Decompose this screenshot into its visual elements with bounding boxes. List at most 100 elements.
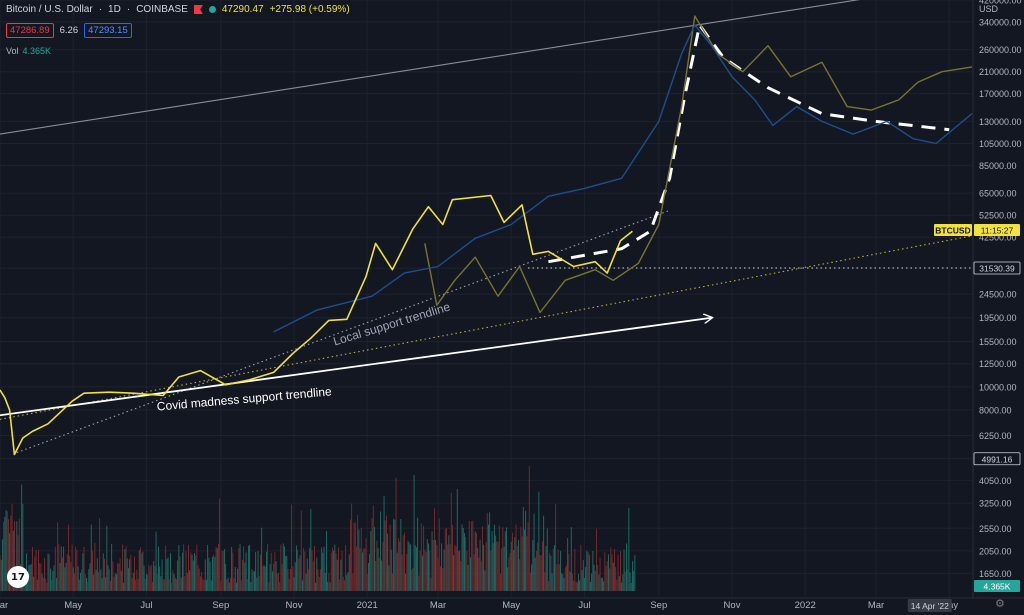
- volume-bar: [197, 565, 199, 591]
- volume-bar: [63, 546, 65, 591]
- volume-bar: [171, 582, 173, 591]
- volume-bar: [117, 563, 119, 591]
- exchange-name: COINBASE: [136, 4, 188, 15]
- volume-bar: [568, 554, 570, 591]
- volume-bar: [620, 551, 621, 591]
- volume-bar: [221, 550, 223, 591]
- volume-bar: [224, 549, 225, 591]
- volume-bar: [490, 550, 492, 591]
- volume-bar: [486, 512, 488, 591]
- volume-bar: [192, 560, 194, 591]
- volume-bar: [452, 525, 453, 591]
- volume-bar: [514, 537, 516, 591]
- volume-bar: [190, 552, 192, 591]
- volume-bar: [456, 489, 458, 591]
- flag-icon[interactable]: [193, 5, 203, 14]
- settings-gear-icon[interactable]: ⚙: [995, 597, 1005, 610]
- volume-bar: [248, 545, 249, 591]
- volume-bar: [27, 582, 29, 591]
- volume-bar: [551, 573, 553, 591]
- volume-bar: [32, 547, 33, 591]
- volume-bar: [371, 518, 373, 591]
- interval[interactable]: 1D: [108, 4, 121, 15]
- volume-bar: [459, 550, 461, 591]
- volume-bar: [207, 544, 209, 591]
- time-axis-tick-label: Mar: [868, 600, 884, 611]
- volume-bar: [558, 564, 560, 591]
- volume-bar: [48, 554, 50, 591]
- volume-bar: [240, 580, 242, 591]
- volume-bar: [104, 558, 105, 591]
- time-axis-tick-label: Mar: [430, 600, 446, 611]
- volume-bar: [116, 574, 117, 591]
- volume-bar: [238, 548, 240, 591]
- volume-bar: [351, 503, 353, 591]
- volume-bar: [432, 539, 434, 591]
- volume-bar: [506, 527, 507, 591]
- volume-bar: [425, 551, 427, 591]
- volume-bar: [324, 572, 326, 591]
- volume-bar: [429, 551, 431, 591]
- volume-bar: [134, 556, 135, 591]
- volume-bar: [279, 581, 281, 591]
- volume-bar: [294, 562, 296, 591]
- volume-bar: [436, 545, 438, 591]
- volume-bar: [509, 552, 511, 591]
- volume-bar: [353, 522, 355, 591]
- volume-bar: [431, 531, 433, 591]
- volume-bar: [210, 580, 212, 591]
- spread-value: 6.26: [59, 25, 79, 36]
- bid-price-button[interactable]: 47286.89: [6, 23, 54, 38]
- volume-bar: [473, 554, 475, 591]
- volume-bar: [228, 582, 230, 591]
- last-price: 47290.47: [221, 4, 264, 15]
- volume-bar: [125, 546, 127, 591]
- ask-price-button[interactable]: 47293.15: [84, 23, 132, 38]
- volume-legend: Vol 4.365K: [6, 46, 51, 56]
- volume-bar: [544, 572, 546, 591]
- volume-bar: [398, 538, 399, 591]
- volume-bar: [458, 551, 459, 591]
- volume-bar: [18, 518, 20, 591]
- volume-bar: [531, 564, 533, 591]
- volume-bar: [218, 543, 219, 591]
- volume-bar: [129, 559, 131, 591]
- volume-bar: [375, 560, 377, 591]
- volume-bar: [510, 541, 512, 591]
- volume-bar: [501, 548, 503, 591]
- price-axis-tick-label: 19500.00: [979, 313, 1017, 323]
- volume-bar: [96, 558, 98, 591]
- volume-bar: [44, 558, 45, 591]
- volume-bar: [352, 573, 354, 591]
- volume-bar: [285, 556, 287, 591]
- volume-bar: [270, 552, 272, 591]
- volume-bar: [310, 509, 312, 591]
- series-line-fractal-blue: [273, 24, 973, 333]
- volume-bar: [364, 548, 366, 591]
- volume-bar: [243, 546, 245, 591]
- volume-bar: [0, 559, 2, 591]
- volume-bar: [573, 580, 575, 591]
- volume-bar: [16, 521, 18, 591]
- crosshair-date-box: [907, 599, 952, 612]
- price-axis-tick-label: 8000.00: [979, 405, 1012, 415]
- symbol-name[interactable]: Bitcoin / U.S. Dollar: [6, 4, 93, 15]
- volume-bar: [246, 579, 248, 591]
- volume-bar: [448, 535, 450, 591]
- volume-bar: [478, 557, 480, 591]
- volume-bar: [225, 564, 227, 591]
- volume-bar: [88, 569, 90, 591]
- volume-bar: [78, 579, 80, 591]
- volume-bar: [338, 547, 339, 591]
- volume-bar: [615, 566, 617, 591]
- tradingview-logo-icon[interactable]: 17: [7, 566, 29, 588]
- volume-bar: [365, 538, 367, 591]
- volume-bar: [90, 524, 92, 591]
- volume-bar: [368, 562, 369, 591]
- volume-bar: [303, 548, 305, 591]
- volume-bar: [596, 528, 597, 591]
- volume-bar: [74, 573, 75, 591]
- volume-bar: [21, 484, 23, 591]
- volume-bar: [472, 520, 474, 591]
